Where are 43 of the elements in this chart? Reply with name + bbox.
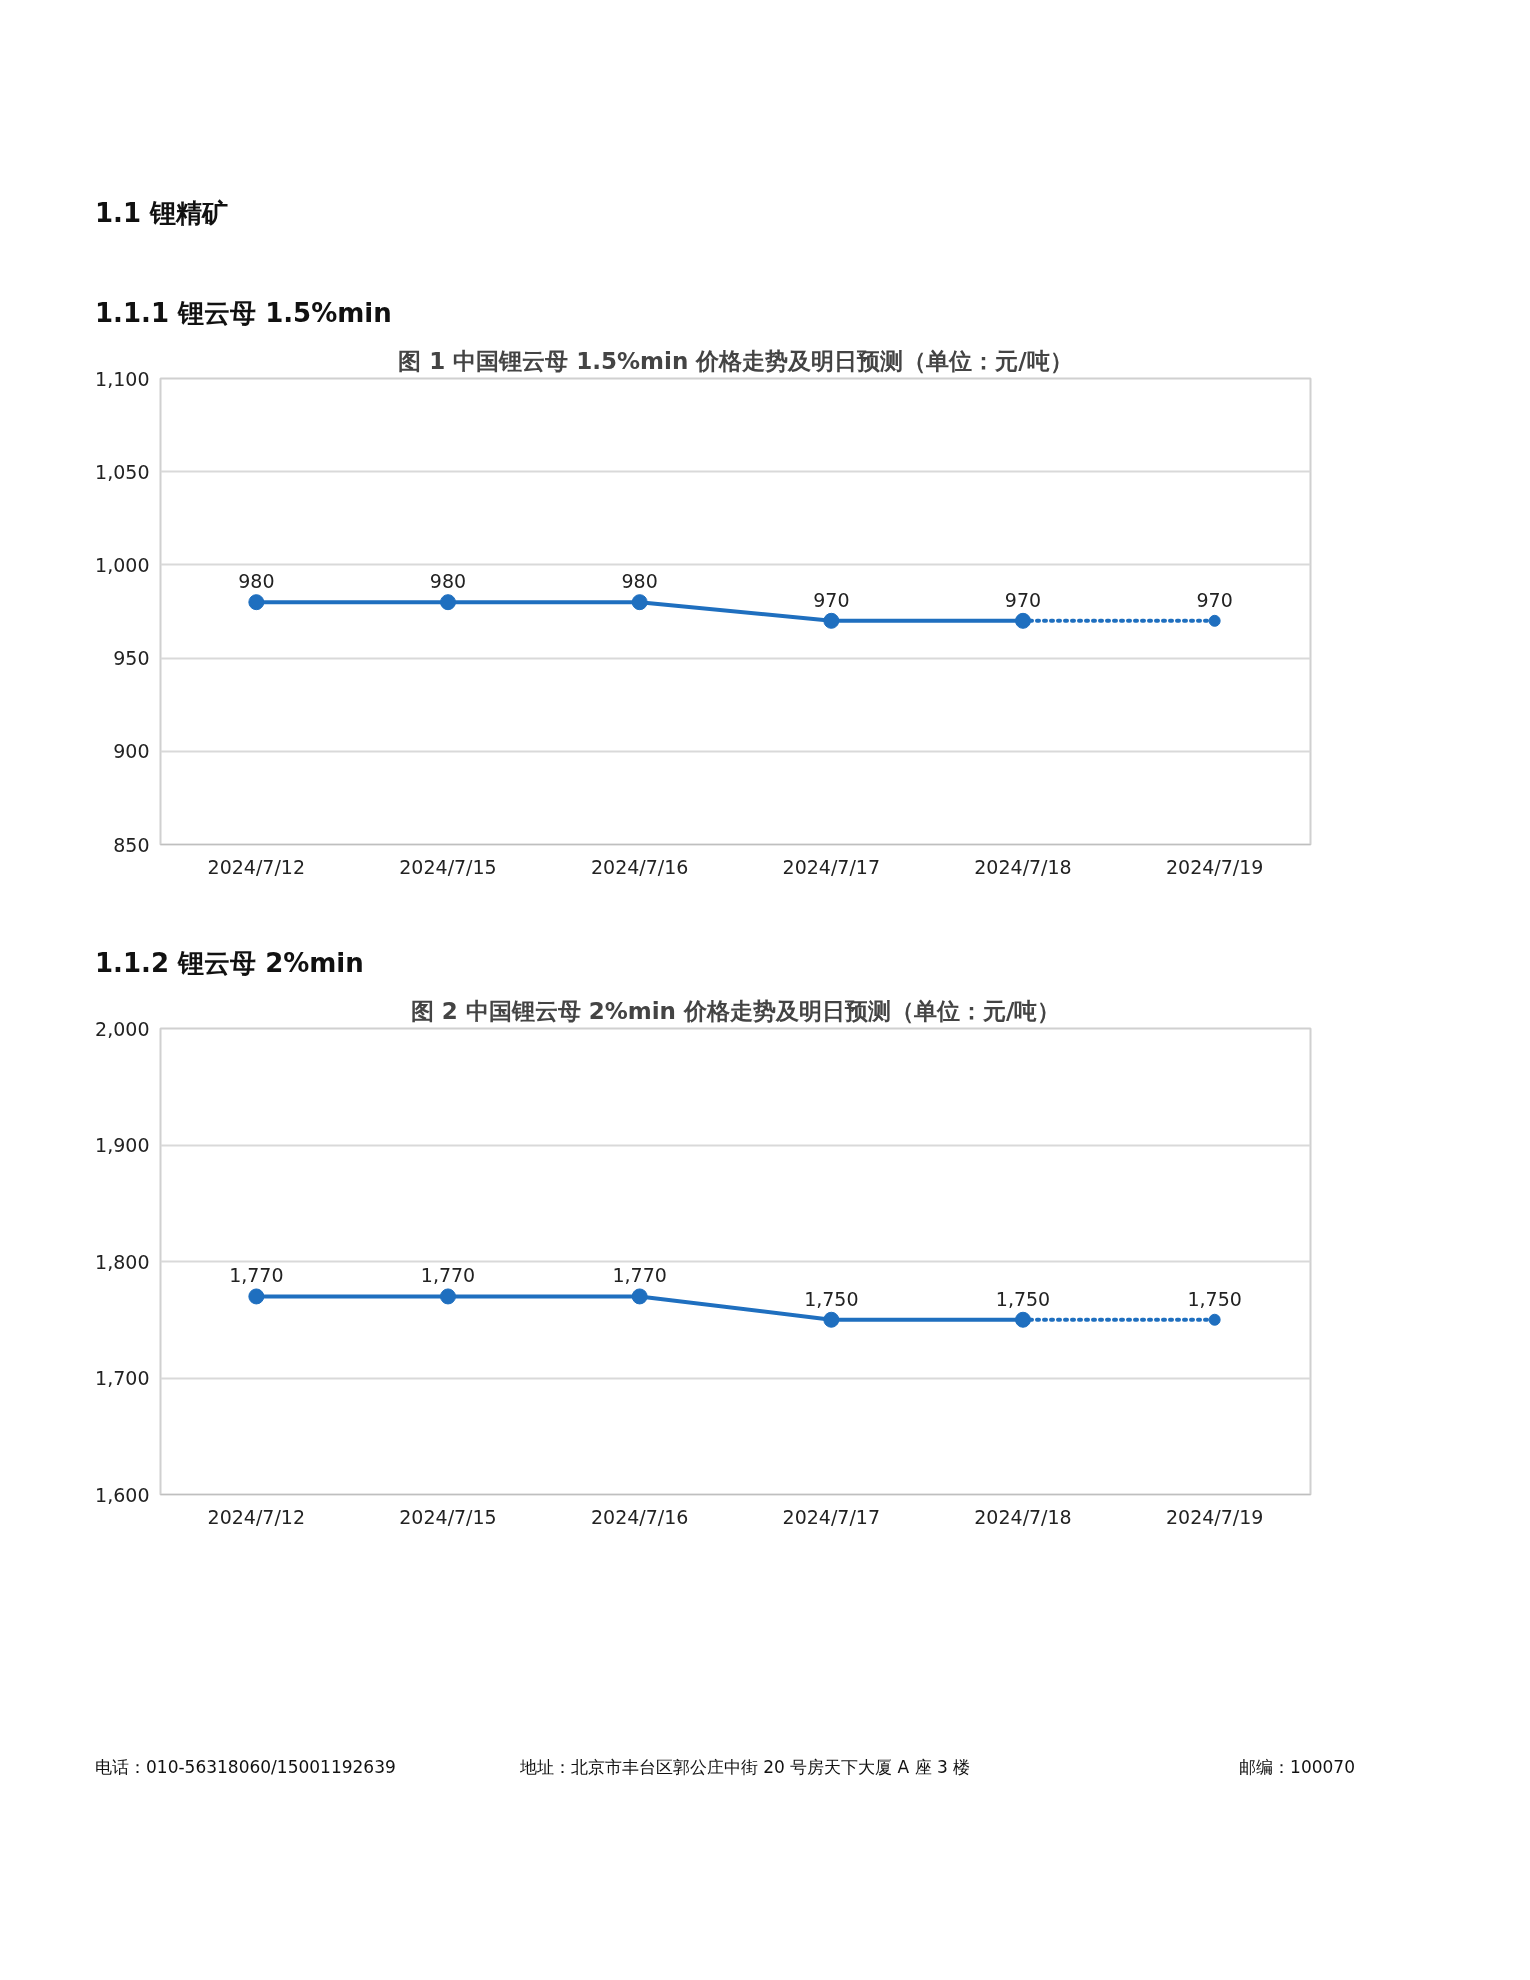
x-tick-label: 2024/7/12 [207, 855, 306, 878]
y-tick-label: 1,600 [95, 1483, 150, 1506]
y-tick-label: 1,050 [95, 460, 150, 483]
data-label: 1,770 [612, 1264, 667, 1287]
text: 地址：北京市丰台区郭公庄中街 20 号房天下大厦 A 座 3 楼 [519, 1756, 971, 1779]
x-tick-label: 2024/7/12 [207, 1505, 306, 1528]
y-tick-label: 1,800 [95, 1250, 150, 1273]
x-tick-label: 2024/7/17 [782, 1505, 881, 1528]
x-tick-label: 2024/7/16 [590, 855, 689, 878]
data-label: 970 [813, 588, 850, 611]
data-label: 1,750 [1187, 1287, 1242, 1310]
y-tick-label: 1,900 [95, 1134, 150, 1156]
y-tick-label: 950 [113, 647, 150, 670]
x-tick-label: 2024/7/16 [590, 1505, 689, 1528]
data-label: 980 [621, 570, 658, 593]
data-label: 980 [238, 570, 275, 593]
x-tick-label: 2024/7/17 [782, 855, 881, 878]
text: 1.1 锂精矿 [95, 197, 229, 230]
text: 电话：010-56318060/15001192639 [95, 1756, 396, 1779]
x-tick-label: 2024/7/19 [1165, 1505, 1264, 1528]
text: 1.1.1 锂云母 1.5%min [95, 297, 392, 330]
data-label: 1,750 [804, 1287, 859, 1310]
data-label: 1,750 [995, 1287, 1051, 1310]
data-label: 1,770 [420, 1264, 476, 1287]
y-tick-label: 900 [113, 740, 150, 763]
y-tick-label: 2,000 [95, 1017, 150, 1040]
y-tick-label: 1,100 [95, 367, 150, 390]
x-tick-label: 2024/7/15 [399, 1505, 497, 1528]
chart-title: 图 1 中国锂云母 1.5%min 价格走势及明日预测（单位：元/吨） [398, 347, 1073, 374]
data-label: 980 [429, 570, 467, 593]
chart-title: 图 2 中国锂云母 2%min 价格走势及明日预测（单位：元/吨） [410, 997, 1061, 1024]
y-tick-label: 1,700 [95, 1367, 150, 1389]
data-label: 970 [1004, 588, 1042, 611]
x-tick-label: 2024/7/18 [974, 1505, 1072, 1528]
y-tick-label: 850 [113, 833, 150, 856]
data-label: 970 [1196, 588, 1233, 611]
x-tick-label: 2024/7/18 [974, 855, 1072, 878]
data-label: 1,770 [229, 1264, 284, 1287]
y-tick-label: 1,000 [95, 553, 150, 576]
x-tick-label: 2024/7/19 [1165, 855, 1264, 878]
x-tick-label: 2024/7/15 [399, 855, 497, 878]
text: 1.1.2 锂云母 2%min [95, 947, 364, 980]
text: 邮编：100070 [1239, 1756, 1355, 1779]
